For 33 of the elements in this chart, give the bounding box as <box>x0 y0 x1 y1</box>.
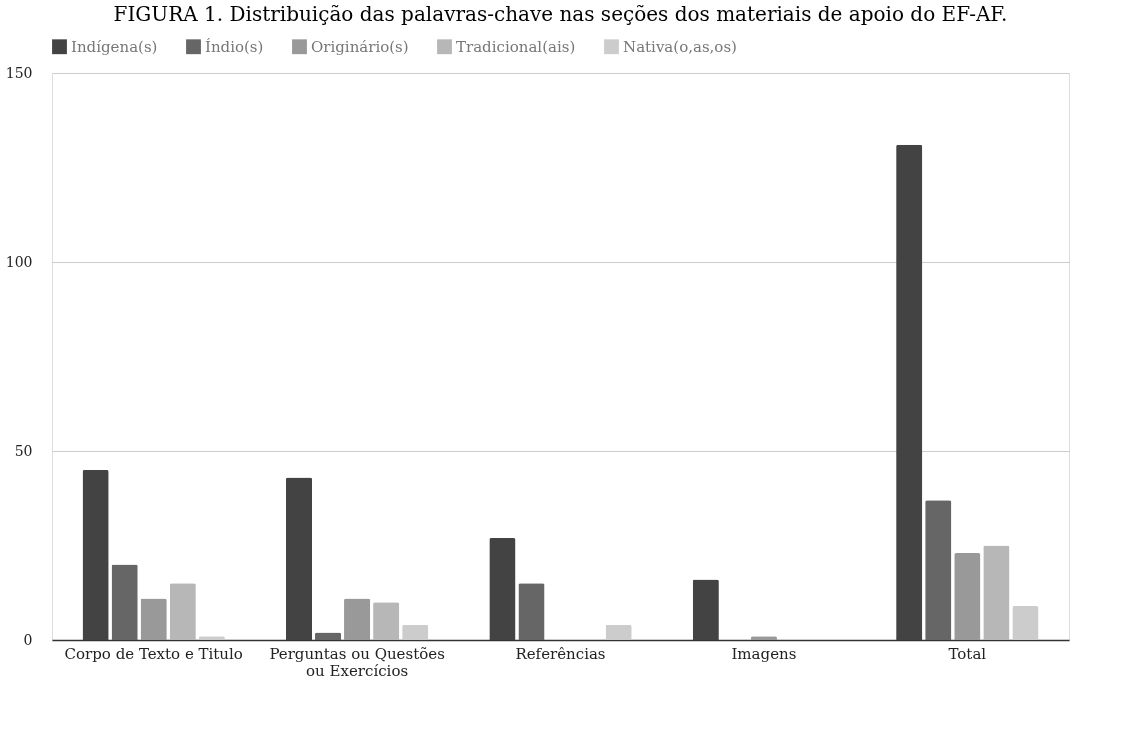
y-tick-label: 100 <box>5 253 33 270</box>
x-tick-label: Imagens <box>731 644 797 663</box>
bar <box>285 477 313 640</box>
bar <box>983 545 1010 640</box>
bar <box>169 583 196 640</box>
bar <box>896 144 923 640</box>
bar <box>1012 605 1039 640</box>
y-tick-label: 150 <box>5 64 33 81</box>
bar <box>140 598 167 640</box>
legend-label: Originário(s) <box>311 37 409 56</box>
bar <box>518 583 545 640</box>
legend-label: Nativa(o,as,os) <box>623 37 737 56</box>
bar <box>605 624 632 640</box>
legend-label: Tradicional(ais) <box>456 37 576 56</box>
bar <box>954 553 981 640</box>
bar <box>344 598 371 640</box>
bar <box>489 537 516 640</box>
bar <box>111 564 138 640</box>
bar <box>82 469 109 640</box>
x-tick-label: Corpo de Texto e Titulo <box>64 644 243 663</box>
bar <box>314 632 342 640</box>
y-tick-label: 0 <box>23 631 33 648</box>
bar <box>925 500 952 640</box>
bar <box>402 624 429 640</box>
bar <box>692 579 719 640</box>
legend-label: Índio(s) <box>205 37 264 56</box>
y-tick-label: 50 <box>14 442 33 459</box>
x-tick-label: Total <box>948 644 987 663</box>
chart-title: FIGURA 1. Distribuição das palavras-chave nas seções dos materiais de apoio do EF-AF. <box>113 2 1008 26</box>
legend-label: Indígena(s) <box>71 37 158 56</box>
bar <box>373 602 400 640</box>
x-tick-label: Referências <box>515 644 606 663</box>
x-tick-label: Perguntas ou Questões ou Exercícios <box>269 644 445 680</box>
